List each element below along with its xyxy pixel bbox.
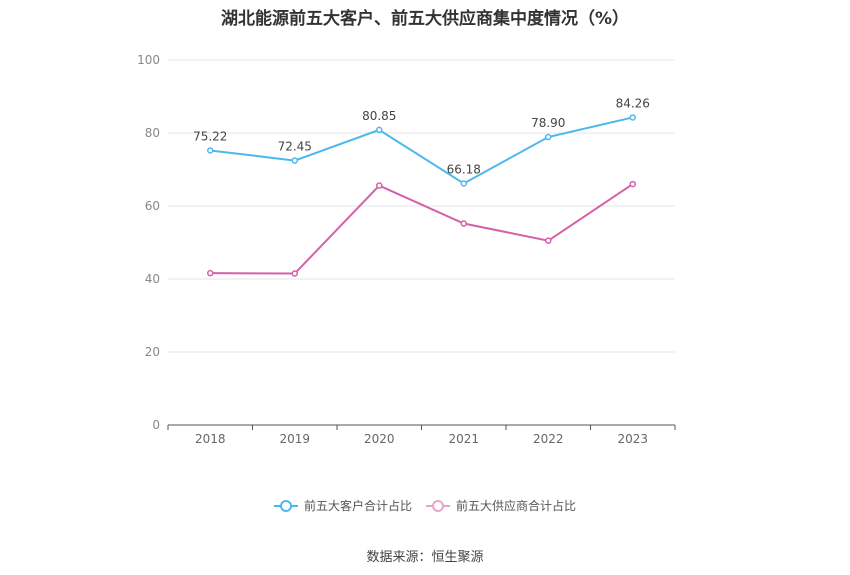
y-tick-label: 100: [137, 53, 160, 67]
data-label: 78.90: [531, 116, 565, 130]
legend-label-customers: 前五大客户合计占比: [303, 499, 412, 513]
data-point: [291, 157, 298, 164]
data-source: 数据来源：恒生聚源: [366, 550, 484, 565]
data-point: [545, 133, 552, 141]
legend-item-customers[interactable]: 前五大客户合计占比: [273, 497, 412, 514]
data-label: 75.22: [193, 129, 227, 143]
data-point: [460, 220, 467, 227]
data-label: 72.45: [278, 140, 312, 154]
y-tick-label: 20: [145, 345, 160, 359]
y-tick-label: 60: [145, 199, 160, 213]
data-point: [291, 270, 298, 277]
x-tick-label: 2019: [279, 432, 310, 446]
data-point: [207, 269, 214, 277]
y-tick-label: 40: [145, 272, 160, 286]
legend-marker-customers: [273, 499, 298, 512]
legend-label-suppliers: 前五大供应商合计占比: [456, 499, 577, 513]
chart-title: 湖北能源前五大客户、前五大供应商集中度情况（%）: [220, 9, 630, 29]
x-tick-label: 2020: [364, 432, 395, 446]
data-label: 66.18: [447, 162, 481, 176]
data-point: [376, 126, 383, 134]
y-tick-label: 80: [145, 126, 160, 140]
data-point: [460, 180, 467, 187]
x-tick-label: 2023: [617, 432, 648, 446]
series-line-1: [210, 183, 634, 275]
data-point: [376, 182, 383, 189]
data-label: 84.26: [616, 96, 650, 110]
x-tick-label: 2018: [195, 432, 226, 446]
series-line-0: [210, 116, 633, 185]
data-point: [629, 114, 636, 121]
y-tick-label: 0: [152, 418, 160, 432]
legend-marker-suppliers: [426, 499, 450, 512]
legend: 前五大客户合计占比 前五大供应商合计占比: [0, 497, 850, 514]
legend-item-suppliers[interactable]: 前五大供应商合计占比: [426, 497, 576, 514]
data-point: [207, 147, 214, 154]
x-tick-label: 2021: [448, 432, 479, 446]
data-label: 80.85: [362, 109, 396, 123]
x-tick-label: 2022: [533, 432, 564, 446]
data-point: [629, 180, 636, 188]
data-point: [545, 237, 552, 244]
